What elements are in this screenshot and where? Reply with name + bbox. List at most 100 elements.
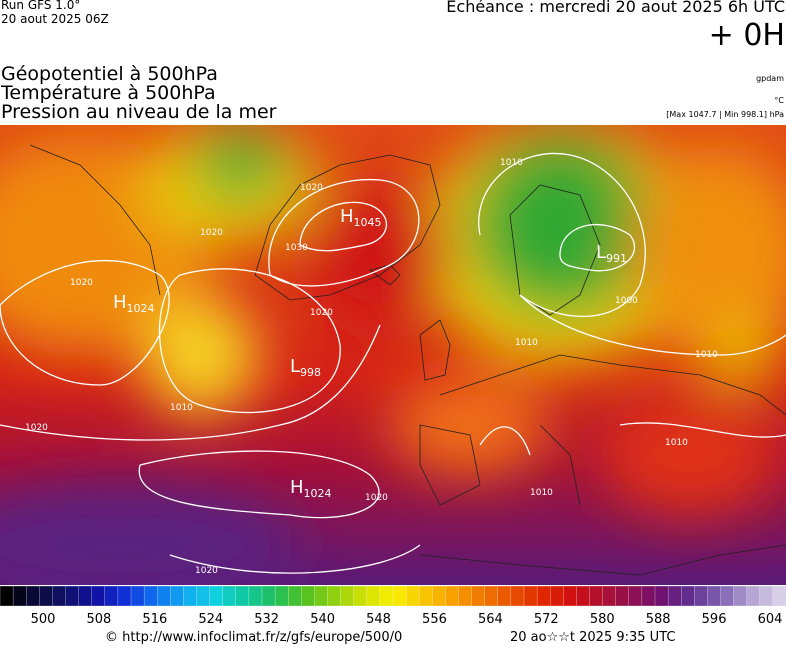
pressure-center: H1024: [290, 477, 332, 500]
isobar-label: 1010: [665, 438, 688, 448]
colorbar-swatch: [681, 585, 695, 607]
colorbar-swatch: [458, 585, 473, 607]
isobar-label: 1010: [500, 158, 523, 168]
center-symbol: H: [340, 206, 354, 227]
center-symbol: H: [113, 292, 127, 313]
colorbar-swatch: [510, 585, 525, 607]
isobar-label: 1020: [200, 228, 223, 238]
colorbar-swatch: [419, 585, 433, 607]
colorbar-swatch: [65, 585, 80, 607]
colorbar-swatch: [471, 585, 486, 607]
colorbar-tick-label: 556: [422, 612, 447, 625]
colorbar-swatch: [235, 585, 250, 607]
offset: + 0H: [708, 18, 785, 53]
isobar-label: 1010: [515, 338, 538, 348]
colorbar-swatch: [563, 585, 578, 607]
colorbar-tick-label: 588: [646, 612, 671, 625]
isobar-label: 1020: [70, 278, 93, 288]
pressure-center: L998: [290, 356, 321, 379]
pressure-center: H1024: [113, 292, 155, 315]
colorbar-swatch: [26, 585, 40, 607]
field: Température à 500hPa: [1, 82, 216, 104]
colorbar-tick-label: 580: [590, 612, 615, 625]
isobar-label: 1020: [195, 566, 218, 576]
colorbar-swatch: [602, 585, 617, 607]
colorbar-swatch: [733, 585, 748, 607]
echeance: Echéance : mercredi 20 aout 2025 6h UTC: [446, 0, 785, 16]
colorbar-swatch: [746, 585, 761, 607]
colorbar-swatch: [536, 585, 551, 607]
colorbar-swatch: [405, 585, 420, 607]
colorbar-tick-label: 540: [310, 612, 335, 625]
isobar-label: 1010: [170, 403, 193, 413]
colorbar-swatch: [707, 585, 722, 607]
colorbar-swatch: [327, 585, 342, 607]
colorbar-swatch: [641, 585, 656, 607]
center-value: 998: [300, 366, 321, 379]
colorbar-swatch: [170, 585, 185, 607]
colorbar-swatch: [130, 585, 145, 607]
isobar-label: 1010: [530, 488, 553, 498]
colorbar-swatch: [589, 585, 604, 607]
colorbar-swatch: [274, 585, 289, 607]
colorbar: 500 508 516 524 532 540 548 556 564 572 580 588 596 6…: [0, 585, 786, 625]
map: H1045H1024L998H1024L99110201020102010301…: [0, 125, 786, 585]
colorbar-swatch: [143, 585, 158, 607]
colorbar-tick-label: 500: [31, 612, 56, 625]
colorbar-swatch: [445, 585, 460, 607]
isobar-label: 1020: [25, 423, 48, 433]
center-value: 1024: [304, 487, 332, 500]
center-symbol: H: [290, 477, 304, 498]
colorbar-tick-label: 572: [534, 612, 559, 625]
colorbar-swatch: [379, 585, 394, 607]
colorbar-swatch: [654, 585, 669, 607]
colorbar-swatch: [248, 585, 263, 607]
colorbar-tick-label: 596: [702, 612, 727, 625]
colorbar-swatch: [78, 585, 93, 607]
colorbar-tick-label: 604: [758, 612, 783, 625]
colorbar-tick-label: 532: [254, 612, 279, 625]
field: Géopotentiel à 500hPa: [1, 63, 218, 85]
colorbar-swatch: [196, 585, 211, 607]
center-symbol: L: [596, 242, 606, 263]
isobar-label: 1030: [285, 243, 308, 253]
field: Pression au niveau de la mer: [1, 101, 277, 123]
colorbar-swatch: [720, 585, 735, 607]
isobar-label: 1020: [365, 493, 388, 503]
unit: gpdam: [756, 74, 784, 83]
colorbar-swatch: [772, 585, 786, 607]
colorbar-swatch: [550, 585, 564, 607]
colorbar-swatch: [392, 585, 407, 607]
colorbar-swatch: [667, 585, 682, 607]
colorbar-swatch: [157, 585, 171, 607]
colorbar-swatch: [366, 585, 381, 607]
isobar-label: 1000: [615, 296, 638, 306]
colorbar-swatch: [497, 585, 512, 607]
colorbar-swatch: [523, 585, 538, 607]
colorbar-swatch: [340, 585, 355, 607]
run-date: 20 aout 2025 06Z: [1, 12, 109, 26]
colorbar-swatch: [432, 585, 447, 607]
isobar-label: 1020: [300, 183, 323, 193]
colorbar-swatch: [261, 585, 276, 607]
source: © http://www.infoclimat.fr/z/gfs/europe/…: [105, 630, 403, 645]
colorbar-tick-label: 564: [478, 612, 503, 625]
timestamp: 20 ao☆☆t 2025 9:35 UTC: [510, 630, 676, 645]
center-value: 1024: [127, 302, 155, 315]
colorbar-swatch: [314, 585, 329, 607]
colorbar-swatch: [117, 585, 132, 607]
colorbar-swatch: [576, 585, 591, 607]
colorbar-swatch: [759, 585, 774, 607]
unit: °C: [774, 96, 784, 105]
center-value: 991: [606, 252, 627, 265]
center-value: 1045: [354, 216, 382, 229]
colorbar-tick-label: 548: [366, 612, 391, 625]
isobar-label: 1020: [310, 308, 333, 318]
pressure-center: H1045: [340, 206, 382, 229]
colorbar-swatch: [694, 585, 709, 607]
unit: [Max 1047.7 | Min 998.1] hPa: [666, 110, 784, 119]
colorbar-swatch: [104, 585, 119, 607]
colorbar-swatch: [353, 585, 368, 607]
colorbar-swatch: [222, 585, 237, 607]
colorbar-tick-label: 508: [87, 612, 112, 625]
